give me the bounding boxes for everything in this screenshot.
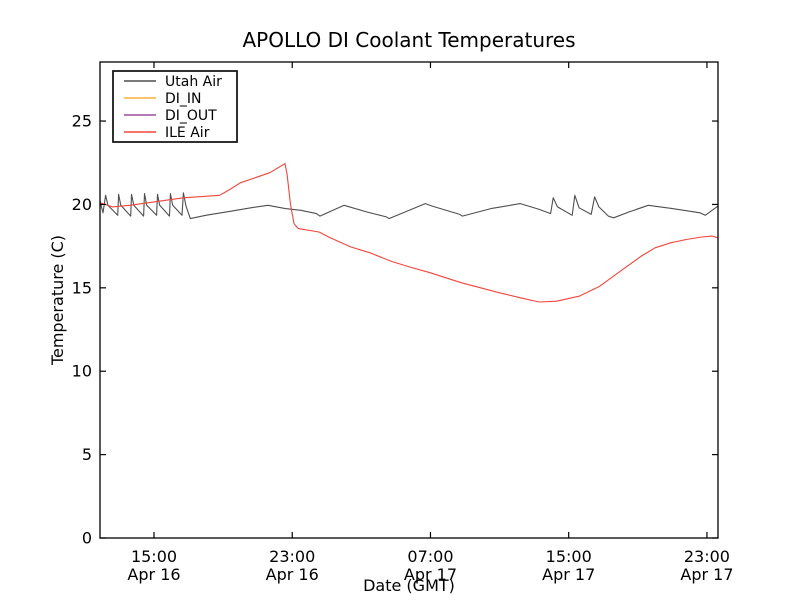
chart-title: APOLLO DI Coolant Temperatures <box>242 28 575 52</box>
x-tick-label: 23:00 Apr 16 <box>266 547 319 584</box>
series-line-utah-air <box>99 192 719 220</box>
axis-ticks <box>100 62 718 539</box>
y-tick-label: 20 <box>72 195 92 214</box>
x-tick-label: 15:00 Apr 16 <box>127 547 180 584</box>
legend-box <box>112 70 238 143</box>
x-tick-label: 15:00 Apr 17 <box>542 547 595 584</box>
y-tick-label: 0 <box>82 529 92 548</box>
legend-label-utah-air: Utah Air <box>165 74 222 90</box>
x-axis-label: Date (GMT) <box>363 576 455 595</box>
y-tick-label: 10 <box>72 362 92 381</box>
x-tick-labels: 15:00 Apr 16 23:00 Apr 16 07:00 Apr 17 15:00 Ap… <box>127 547 733 584</box>
y-tick-label: 15 <box>72 278 92 297</box>
plot-border <box>99 61 719 539</box>
y-tick-label: 25 <box>72 112 92 131</box>
y-tick-labels: 0 5 10 15 20 25 <box>72 112 92 548</box>
series-line-ile-air <box>99 163 719 303</box>
y-axis-label: Temperature (C) <box>48 235 67 366</box>
legend-label-ile-air: ILE Air <box>165 125 210 141</box>
legend-label-di-out: DI_OUT <box>165 108 217 124</box>
y-tick-label: 5 <box>82 445 92 464</box>
data-series <box>99 163 719 303</box>
legend-label-di-in: DI_IN <box>165 91 202 107</box>
x-tick-label: 07:00 Apr 17 <box>404 547 457 584</box>
x-tick-label: 23:00 Apr 17 <box>680 547 733 584</box>
